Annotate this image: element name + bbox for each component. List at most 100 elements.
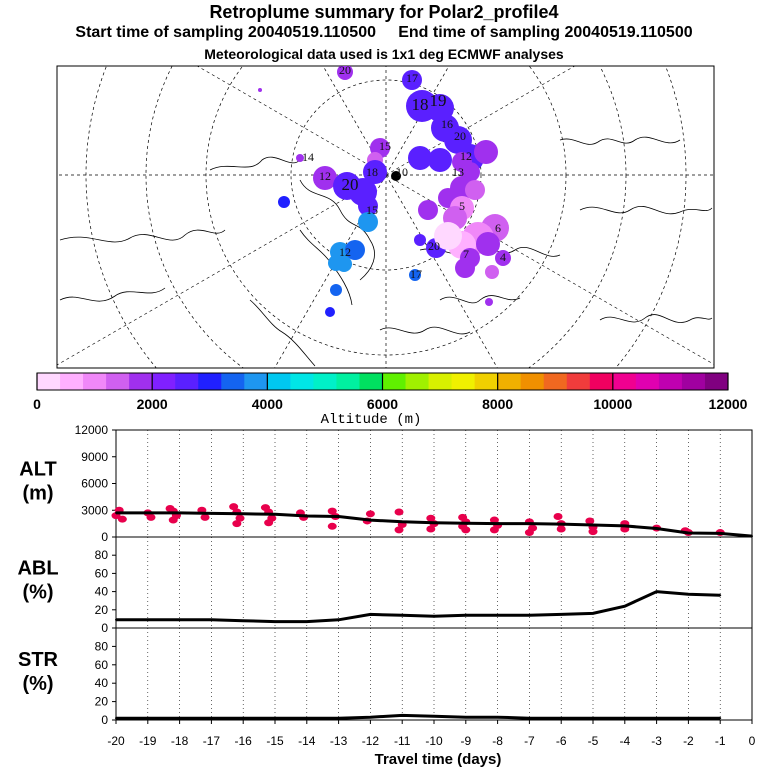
plume-markers <box>258 66 511 317</box>
plume-marker <box>402 70 422 90</box>
y-tick-label: 0 <box>101 530 108 544</box>
start-time-label: Start time of sampling 20040519.110500 <box>75 24 376 41</box>
y-tick-label: 6000 <box>81 477 108 491</box>
series-point <box>178 511 181 514</box>
series-point <box>305 717 308 720</box>
latitude-circle-0 <box>290 79 482 271</box>
series-point <box>146 511 149 514</box>
x-tick-label: -13 <box>330 734 348 748</box>
plume-marker <box>408 146 432 170</box>
colorbar-swatch <box>313 373 337 390</box>
series-point <box>528 717 531 720</box>
series-point <box>178 618 181 621</box>
colorbar-tick-label: 10000 <box>593 396 632 412</box>
plume-day-label: 13 <box>452 165 464 179</box>
series-point <box>719 717 722 720</box>
series-point <box>242 512 245 515</box>
y-tick-label: 0 <box>101 713 108 727</box>
alt-data-point <box>117 515 127 523</box>
panel-abl: 0 20 40 60 80 ABL(%) <box>17 536 753 635</box>
colorbar-swatch <box>221 373 245 390</box>
y-tick-label: 60 <box>95 566 109 580</box>
alt-data-point <box>489 526 499 534</box>
x-tick-label: -18 <box>171 734 189 748</box>
plume-day-label: 19 <box>430 91 447 110</box>
series-point <box>592 612 594 615</box>
series-point <box>401 714 404 717</box>
series-point <box>719 594 722 597</box>
colorbar-swatch <box>37 373 61 390</box>
alt-data-point <box>200 513 210 521</box>
alt-data-point <box>235 514 245 522</box>
series-point <box>687 717 690 720</box>
meridian-line-150 <box>57 174 387 366</box>
series-point <box>560 717 563 720</box>
series-point <box>496 716 499 719</box>
x-tick-label: -5 <box>588 734 599 748</box>
plume-marker <box>474 140 498 164</box>
alt-data-point <box>365 510 375 518</box>
x-tick-label: -1 <box>715 734 726 748</box>
colorbar-swatch <box>106 373 130 390</box>
y-tick-label: 40 <box>95 585 109 599</box>
series-point <box>464 522 467 525</box>
plume-marker <box>363 160 387 184</box>
series-point <box>115 511 117 514</box>
plume-marker <box>455 258 475 278</box>
colorbar-tick-label: 12000 <box>709 396 748 412</box>
plume-day-label: 18 <box>412 95 429 114</box>
x-tick-label: -17 <box>203 734 221 748</box>
colorbar-swatch <box>658 373 683 390</box>
plume-marker <box>345 240 365 260</box>
series-point <box>369 716 372 719</box>
colorbar-swatch <box>152 373 176 390</box>
y-tick-label: 80 <box>95 548 109 562</box>
colorbar-swatch <box>681 373 706 390</box>
colorbar-swatch <box>83 373 107 390</box>
y-tick-label: 20 <box>95 695 109 709</box>
series-point <box>496 522 499 525</box>
plume-marker <box>409 269 421 281</box>
alt-data-point <box>394 526 404 534</box>
series-point <box>560 613 563 616</box>
series-point <box>305 515 308 518</box>
plume-day-label: 20 <box>428 239 440 253</box>
series-point <box>401 520 404 523</box>
series-point <box>433 615 435 618</box>
alt-data-point <box>585 517 595 525</box>
x-tick-label: 0 <box>749 734 756 748</box>
colorbar-swatch <box>267 373 291 390</box>
series-point <box>369 519 372 522</box>
panel-frame <box>115 627 753 721</box>
y-tick-label: 0 <box>101 621 108 635</box>
x-tick-label: -7 <box>524 734 535 748</box>
x-tick-label: -14 <box>298 734 316 748</box>
plume-marker <box>296 154 304 162</box>
colorbar-swatch <box>589 373 614 390</box>
series-point <box>337 515 340 518</box>
series-point <box>687 593 690 596</box>
panel-ylabel: (m) <box>22 483 53 505</box>
series-point <box>623 605 626 608</box>
panel-alt: 0 3000 6000 9000 12000 ALT(m) <box>19 423 753 544</box>
plume-day-label: 16 <box>441 117 453 131</box>
plume-marker <box>485 265 499 279</box>
series-point <box>623 524 626 527</box>
release-point-marker <box>391 171 401 181</box>
plume-day-label: 20 <box>339 63 351 77</box>
colorbar-swatch <box>60 373 84 390</box>
colorbar-swatch <box>175 373 199 390</box>
series-point <box>146 717 149 720</box>
subtitle: Meteorological data used is 1x1 deg ECMW… <box>204 46 564 62</box>
series-point <box>178 717 181 720</box>
plume-day-label: 6 <box>495 221 501 235</box>
plume-marker <box>434 222 462 250</box>
series-point <box>496 614 499 617</box>
x-axis-label: Travel time (days) <box>375 751 502 768</box>
x-tick-label: -11 <box>394 734 411 748</box>
series-point <box>655 717 658 720</box>
x-tick-label: -15 <box>266 734 284 748</box>
colorbar-swatch <box>451 373 476 390</box>
series-point <box>210 512 213 515</box>
plume-day-label: 12 <box>339 245 351 259</box>
